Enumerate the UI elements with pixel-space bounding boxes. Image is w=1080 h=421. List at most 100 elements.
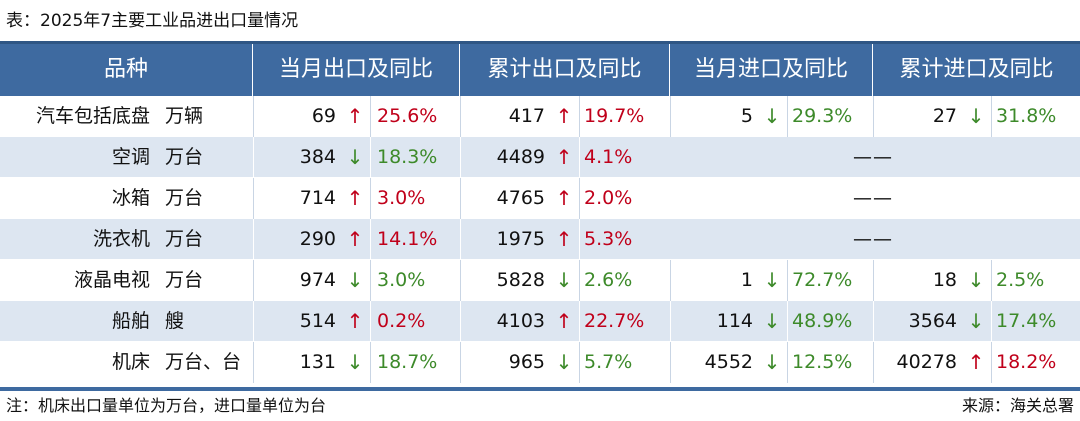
m-imp-dir-arrow-icon: ↓ bbox=[763, 104, 781, 128]
c-imp-pct-cell: 31.8% bbox=[996, 105, 1057, 127]
c-exp-pct-cell: 22.7% bbox=[584, 310, 645, 332]
c-exp-dir-arrow-icon: ↑ bbox=[555, 104, 573, 128]
table-header: 品种 当月出口及同比 累计出口及同比 当月进口及同比 累计进口及同比 bbox=[0, 41, 1080, 96]
header-cumulative-import: 累计进口及同比 bbox=[899, 57, 1054, 82]
column-divider bbox=[670, 260, 671, 301]
unit-cell: 万辆 bbox=[165, 105, 204, 127]
column-divider bbox=[991, 342, 992, 383]
m-exp-dir-arrow-icon: ↓ bbox=[346, 350, 364, 374]
column-divider bbox=[253, 219, 254, 260]
unit-cell: 艘 bbox=[165, 310, 185, 332]
c-exp-pct-cell: 2.0% bbox=[584, 187, 633, 209]
column-divider bbox=[460, 178, 461, 219]
header-monthly-export: 当月出口及同比 bbox=[253, 44, 460, 96]
import-not-applicable: —— bbox=[853, 187, 893, 209]
c-exp-dir-arrow-icon: ↓ bbox=[555, 268, 573, 292]
m-imp-pct-cell: 12.5% bbox=[792, 351, 853, 373]
column-divider bbox=[579, 301, 580, 342]
c-imp-dir-arrow-icon: ↓ bbox=[967, 309, 985, 333]
column-divider bbox=[873, 96, 874, 137]
column-divider bbox=[579, 96, 580, 137]
m-imp-pct-cell: 72.7% bbox=[792, 269, 853, 291]
column-divider bbox=[579, 260, 580, 301]
table-row: 液晶电视 万台 974 ↓ 3.0% 5828 ↓ 2.6% 1 ↓ 72.7% 18 ↓ 2.5% bbox=[0, 260, 1080, 301]
column-divider bbox=[787, 301, 788, 342]
m-exp-cell: 290 bbox=[299, 228, 336, 250]
import-not-applicable: —— bbox=[853, 228, 893, 250]
c-exp-dir-arrow-icon: ↑ bbox=[555, 186, 573, 210]
c-exp-pct-cell: 5.3% bbox=[584, 228, 633, 250]
c-exp-cell: 4489 bbox=[496, 146, 545, 168]
column-divider bbox=[787, 260, 788, 301]
column-divider bbox=[253, 342, 254, 383]
m-exp-pct-cell: 18.3% bbox=[377, 146, 438, 168]
column-divider bbox=[370, 219, 371, 260]
column-divider bbox=[787, 96, 788, 137]
unit-cell: 万台 bbox=[165, 269, 204, 291]
m-exp-pct-cell: 25.6% bbox=[377, 105, 438, 127]
column-divider bbox=[460, 260, 461, 301]
c-imp-pct-cell: 2.5% bbox=[996, 269, 1045, 291]
m-imp-cell: 5 bbox=[740, 105, 753, 127]
table-bottom-rule bbox=[0, 387, 1080, 391]
column-divider bbox=[253, 301, 254, 342]
c-exp-dir-arrow-icon: ↓ bbox=[555, 350, 573, 374]
column-divider bbox=[253, 137, 254, 178]
m-imp-cell: 1 bbox=[740, 269, 753, 291]
m-imp-pct-cell: 48.9% bbox=[792, 310, 853, 332]
column-divider bbox=[873, 301, 874, 342]
c-exp-cell: 965 bbox=[508, 351, 545, 373]
c-imp-dir-arrow-icon: ↓ bbox=[967, 268, 985, 292]
column-divider bbox=[370, 137, 371, 178]
column-divider bbox=[873, 342, 874, 383]
column-divider bbox=[991, 260, 992, 301]
m-exp-dir-arrow-icon: ↓ bbox=[346, 145, 364, 169]
name-cell: 空调 bbox=[111, 146, 150, 168]
m-exp-dir-arrow-icon: ↑ bbox=[346, 186, 364, 210]
c-exp-cell: 4765 bbox=[496, 187, 545, 209]
name-cell: 液晶电视 bbox=[73, 269, 150, 291]
table-row: 冰箱 万台 714 ↑ 3.0% 4765 ↑ 2.0% —— bbox=[0, 178, 1080, 219]
column-divider bbox=[253, 178, 254, 219]
m-exp-cell: 974 bbox=[299, 269, 336, 291]
header-monthly-import: 当月进口及同比 bbox=[670, 44, 873, 96]
c-exp-pct-cell: 19.7% bbox=[584, 105, 645, 127]
c-imp-cell: 3564 bbox=[908, 310, 957, 332]
c-imp-pct-cell: 17.4% bbox=[996, 310, 1057, 332]
column-divider bbox=[460, 137, 461, 178]
column-divider bbox=[670, 342, 671, 383]
header-variety: 品种 bbox=[0, 44, 253, 96]
m-exp-pct-cell: 18.7% bbox=[377, 351, 438, 373]
column-divider bbox=[579, 137, 580, 178]
column-divider bbox=[873, 260, 874, 301]
unit-cell: 万台 bbox=[165, 187, 204, 209]
column-divider bbox=[579, 219, 580, 260]
c-exp-dir-arrow-icon: ↑ bbox=[555, 227, 573, 251]
unit-cell: 万台、台 bbox=[165, 351, 242, 373]
m-exp-pct-cell: 0.2% bbox=[377, 310, 426, 332]
c-imp-pct-cell: 18.2% bbox=[996, 351, 1057, 373]
c-exp-dir-arrow-icon: ↑ bbox=[555, 145, 573, 169]
m-imp-dir-arrow-icon: ↓ bbox=[763, 309, 781, 333]
footnote: 注：机床出口量单位为万台，进口量单位为台 bbox=[6, 396, 327, 415]
c-exp-pct-cell: 5.7% bbox=[584, 351, 633, 373]
m-exp-pct-cell: 3.0% bbox=[377, 269, 426, 291]
column-divider bbox=[370, 178, 371, 219]
import-not-applicable: —— bbox=[853, 146, 893, 168]
m-imp-cell: 4552 bbox=[704, 351, 753, 373]
name-cell: 机床 bbox=[111, 351, 150, 373]
column-divider bbox=[579, 342, 580, 383]
c-exp-cell: 5828 bbox=[496, 269, 545, 291]
column-divider bbox=[370, 260, 371, 301]
column-divider bbox=[670, 301, 671, 342]
name-cell: 冰箱 bbox=[111, 187, 150, 209]
c-exp-cell: 1975 bbox=[496, 228, 545, 250]
m-exp-cell: 514 bbox=[299, 310, 336, 332]
table-title: 表：2025年7主要工业品进出口量情况 bbox=[6, 11, 299, 31]
m-exp-dir-arrow-icon: ↑ bbox=[346, 104, 364, 128]
c-exp-pct-cell: 4.1% bbox=[584, 146, 633, 168]
m-exp-cell: 69 bbox=[311, 105, 336, 127]
column-divider bbox=[370, 96, 371, 137]
header-cumulative-export: 累计出口及同比 bbox=[460, 44, 670, 96]
m-imp-dir-arrow-icon: ↓ bbox=[763, 268, 781, 292]
